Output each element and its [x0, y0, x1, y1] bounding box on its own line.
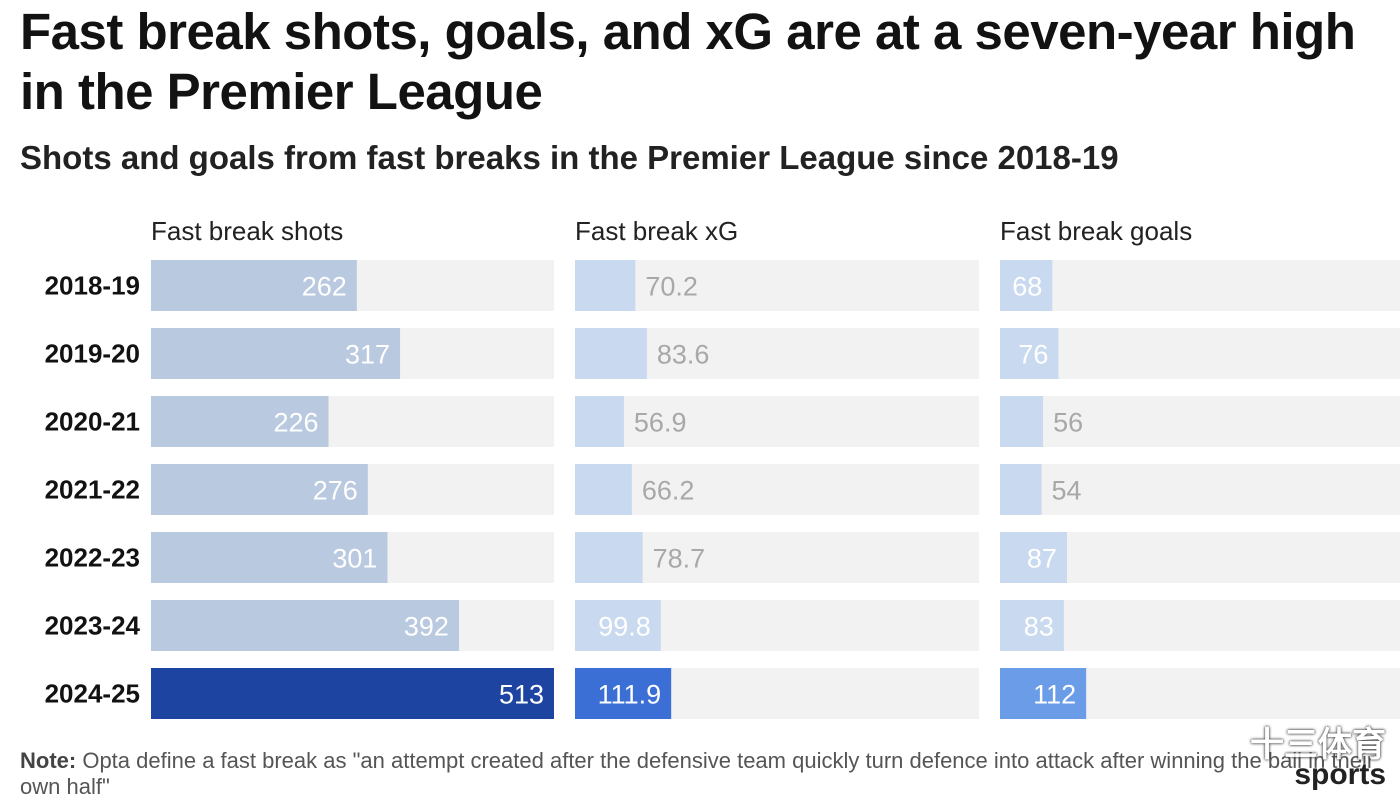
watermark-cn: 十三体育	[1250, 726, 1386, 764]
bar	[575, 600, 661, 651]
data-label: 317	[345, 340, 390, 370]
bar	[151, 600, 459, 651]
data-label: 262	[302, 272, 347, 302]
data-label: 68	[1012, 272, 1042, 302]
bar	[575, 260, 636, 311]
data-label: 56	[1053, 408, 1083, 438]
watermark-sports: sports	[1294, 758, 1386, 791]
category-label: 2023-24	[45, 611, 141, 641]
category-label: 2019-20	[45, 339, 140, 369]
bar	[1000, 668, 1087, 719]
chart-title: Fast break shots, goals, and xG are at a…	[20, 3, 1356, 120]
data-label: 87	[1027, 544, 1057, 574]
data-label: 70.2	[645, 272, 698, 302]
data-label: 78.7	[653, 544, 706, 574]
bar	[1000, 260, 1053, 311]
category-label: 2022-23	[45, 543, 140, 573]
bar	[1000, 600, 1064, 651]
note-label: Note:	[20, 748, 77, 773]
chart-subtitle: Shots and goals from fast breaks in the …	[20, 139, 1119, 176]
bar	[1000, 464, 1042, 515]
bar-track	[1000, 328, 1400, 379]
data-label: 392	[404, 612, 449, 642]
data-label: 76	[1018, 340, 1048, 370]
data-label: 226	[273, 408, 318, 438]
note-text: Opta define a fast break as "an attempt …	[20, 748, 1375, 799]
bar-track	[1000, 260, 1400, 311]
category-label: 2020-21	[45, 407, 140, 437]
watermark: 十三体育 sports	[1250, 726, 1386, 791]
bar	[1000, 396, 1044, 447]
data-label: 99.8	[598, 612, 651, 642]
panel-header: Fast break shots	[151, 216, 343, 246]
bar	[575, 464, 632, 515]
bar-track	[575, 396, 979, 447]
bar	[575, 532, 643, 583]
bar	[151, 532, 388, 583]
bar	[575, 328, 647, 379]
data-label: 83	[1024, 612, 1054, 642]
bar-track	[1000, 396, 1400, 447]
category-label: 2018-19	[45, 271, 140, 301]
data-label: 112	[1033, 680, 1076, 710]
category-label: 2024-25	[45, 679, 140, 709]
data-label: 111.9	[598, 680, 662, 710]
bar-track	[1000, 600, 1400, 651]
bar-track	[575, 260, 979, 311]
data-label: 54	[1052, 476, 1082, 506]
bar-track	[575, 464, 979, 515]
data-label: 301	[332, 544, 377, 574]
category-label: 2021-22	[45, 475, 140, 505]
bar	[151, 260, 357, 311]
bar	[1000, 328, 1059, 379]
bar	[575, 396, 624, 447]
panel-header: Fast break xG	[575, 216, 738, 246]
data-label: 66.2	[642, 476, 695, 506]
bar	[151, 668, 554, 719]
bar	[151, 396, 329, 447]
bar	[575, 668, 672, 719]
panel-header: Fast break goals	[1000, 216, 1192, 246]
data-label: 83.6	[657, 340, 710, 370]
data-label: 56.9	[634, 408, 687, 438]
bar	[151, 328, 401, 379]
data-label: 276	[313, 476, 358, 506]
bar-track	[1000, 464, 1400, 515]
bar	[1000, 532, 1067, 583]
bar-chart: Fast break shots Fast break xG Fast break …	[45, 216, 1400, 719]
bar	[151, 464, 368, 515]
data-label: 513	[499, 680, 544, 710]
footnote: Note: Opta define a fast break as "an at…	[20, 748, 1380, 800]
